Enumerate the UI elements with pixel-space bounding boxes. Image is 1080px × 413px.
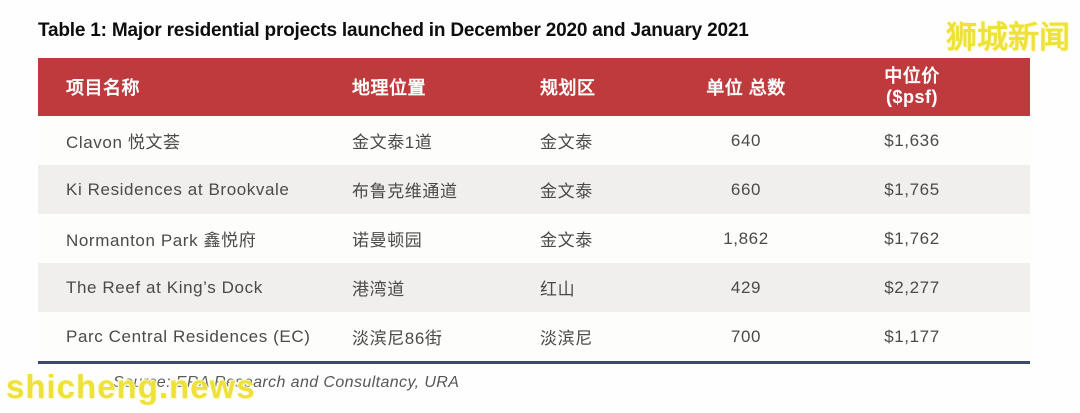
page-title: Table 1: Major residential projects laun… (38, 20, 749, 41)
cell-total-units: 700 (730, 326, 762, 346)
cell-location: 诺曼顿园 (352, 231, 423, 250)
cell-median-price: $2,277 (884, 277, 940, 297)
cell-median-price: $1,636 (884, 130, 940, 150)
col-header-location: 地理位置 (352, 78, 426, 98)
cell-planning-area: 金文泰 (540, 231, 593, 250)
cell-total-units: 660 (730, 179, 762, 199)
cell-location: 港湾道 (352, 280, 405, 299)
col-header-median-price-line2: ($psf) (886, 87, 938, 107)
cell-project-name: Parc Central Residences (EC) (66, 326, 311, 346)
col-header-planning-area: 规划区 (540, 78, 596, 98)
col-header-project-name: 项目名称 (66, 78, 140, 98)
cell-location: 淡滨尼86街 (352, 329, 443, 348)
col-header-total-units: 单位 总数 (706, 78, 786, 98)
cell-location: 布鲁克维通道 (352, 182, 458, 201)
cell-planning-area: 淡滨尼 (540, 329, 593, 348)
cell-planning-area: 金文泰 (540, 133, 593, 152)
cell-project-name: Clavon 悦文荟 (66, 133, 181, 152)
cell-median-price: $1,765 (884, 179, 940, 199)
cell-total-units: 640 (730, 130, 762, 150)
table-row: Normanton Park 鑫悦府 诺曼顿园 金文泰 1,862 $1,762 (38, 214, 1030, 263)
cell-total-units: 429 (730, 277, 762, 297)
projects-table: 项目名称 地理位置 规划区 单位 总数 中位价 ($psf) Clavon 悦文… (38, 58, 1030, 364)
cell-location: 金文泰1道 (352, 133, 433, 152)
cell-total-units: 1,862 (723, 228, 769, 248)
col-header-median-price: 中位价 ($psf) (842, 66, 1030, 107)
cell-planning-area: 红山 (540, 280, 576, 299)
table-row: Parc Central Residences (EC) 淡滨尼86街 淡滨尼 … (38, 312, 1030, 361)
table-row: Clavon 悦文荟 金文泰1道 金文泰 640 $1,636 (38, 116, 1030, 165)
cell-project-name: Normanton Park 鑫悦府 (66, 231, 257, 250)
cell-planning-area: 金文泰 (540, 182, 593, 201)
table-row: Ki Residences at Brookvale 布鲁克维通道 金文泰 66… (38, 165, 1030, 214)
col-header-median-price-line1: 中位价 (884, 66, 940, 87)
cell-median-price: $1,177 (884, 326, 940, 346)
source-note: Source: ERA Research and Consultancy, UR… (113, 374, 460, 391)
table-header-row: 项目名称 地理位置 规划区 单位 总数 中位价 ($psf) (38, 58, 1030, 116)
news-logo-watermark: 狮城新闻 (946, 20, 1070, 55)
cell-project-name: The Reef at King’s Dock (66, 277, 263, 297)
table-row: The Reef at King’s Dock 港湾道 红山 429 $2,27… (38, 263, 1030, 312)
cell-project-name: Ki Residences at Brookvale (66, 179, 290, 199)
cell-median-price: $1,762 (884, 228, 940, 248)
